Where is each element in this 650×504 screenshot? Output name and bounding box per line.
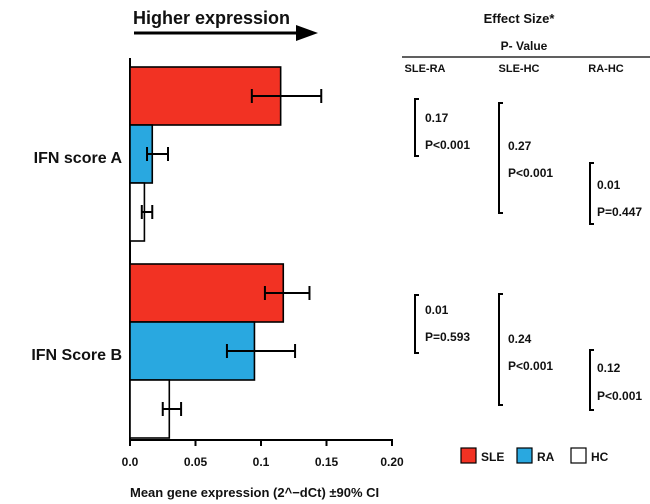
bracket-b-ra-hc bbox=[589, 349, 594, 411]
error-bar-ra-b bbox=[225, 344, 297, 358]
column-sle-hc: SLE-HC bbox=[499, 63, 540, 75]
x-tick-label: 0.15 bbox=[315, 455, 339, 469]
bracket-a-sle-hc bbox=[498, 102, 503, 214]
legend-label-sle: SLE bbox=[481, 450, 504, 464]
stat-b-sle-ra-effect: 0.01 bbox=[425, 303, 449, 317]
bracket-a-ra-hc bbox=[589, 162, 594, 225]
stat-a-sle-ra-p: P<0.001 bbox=[425, 138, 470, 152]
bracket-b-sle-ra bbox=[414, 294, 419, 354]
error-bar-sle-b bbox=[263, 286, 311, 300]
bracket-b-sle-hc bbox=[498, 293, 503, 406]
x-tick-label: 0.1 bbox=[253, 455, 270, 469]
stat-b-ra-hc-effect: 0.12 bbox=[597, 361, 621, 375]
stat-b-sle-hc-p: P<0.001 bbox=[508, 359, 553, 373]
legend: SLE RA HC bbox=[460, 447, 609, 464]
error-bar-ra-a bbox=[146, 147, 169, 161]
stats-subtitle: P- Value bbox=[501, 39, 548, 53]
bar-sle-b bbox=[129, 263, 285, 323]
stat-a-ra-hc-p: P=0.447 bbox=[597, 205, 642, 219]
legend-label-hc: HC bbox=[591, 450, 609, 464]
stat-b-sle-hc-effect: 0.24 bbox=[508, 332, 532, 346]
stat-b-ra-hc-p: P<0.001 bbox=[597, 389, 642, 403]
x-tick-label: 0.20 bbox=[380, 455, 404, 469]
x-tick-label: 0.05 bbox=[184, 455, 208, 469]
category-label-a: IFN score A bbox=[34, 150, 123, 167]
x-tick-label: 0.0 bbox=[122, 455, 139, 469]
legend-swatch-hc bbox=[570, 447, 587, 464]
error-bar-hc-b bbox=[161, 402, 183, 416]
stat-a-ra-hc-effect: 0.01 bbox=[597, 178, 621, 192]
error-bar-sle-a bbox=[250, 89, 323, 103]
stat-a-sle-hc-effect: 0.27 bbox=[508, 139, 532, 153]
stat-b-sle-ra-p: P=0.593 bbox=[425, 330, 470, 344]
column-ra-hc: RA-HC bbox=[588, 63, 623, 75]
bars-layer bbox=[129, 66, 323, 439]
x-ticks: 0.0 0.05 0.1 0.15 0.20 bbox=[122, 440, 404, 469]
category-label-b: IFN Score B bbox=[31, 347, 122, 364]
x-axis-label: Mean gene expression (2^−dCt) ±90% CI bbox=[130, 485, 379, 500]
error-bar-hc-a bbox=[140, 205, 154, 219]
arrow-head-icon bbox=[296, 25, 318, 41]
column-sle-ra: SLE-RA bbox=[405, 63, 446, 75]
stats-title: Effect Size* bbox=[484, 11, 556, 26]
legend-swatch-sle bbox=[460, 447, 477, 464]
stat-a-sle-hc-p: P<0.001 bbox=[508, 166, 553, 180]
legend-swatch-ra bbox=[516, 447, 533, 464]
stat-a-sle-ra-effect: 0.17 bbox=[425, 111, 449, 125]
legend-label-ra: RA bbox=[537, 450, 555, 464]
bracket-a-sle-ra bbox=[414, 98, 419, 157]
arrow-label: Higher expression bbox=[133, 8, 290, 28]
